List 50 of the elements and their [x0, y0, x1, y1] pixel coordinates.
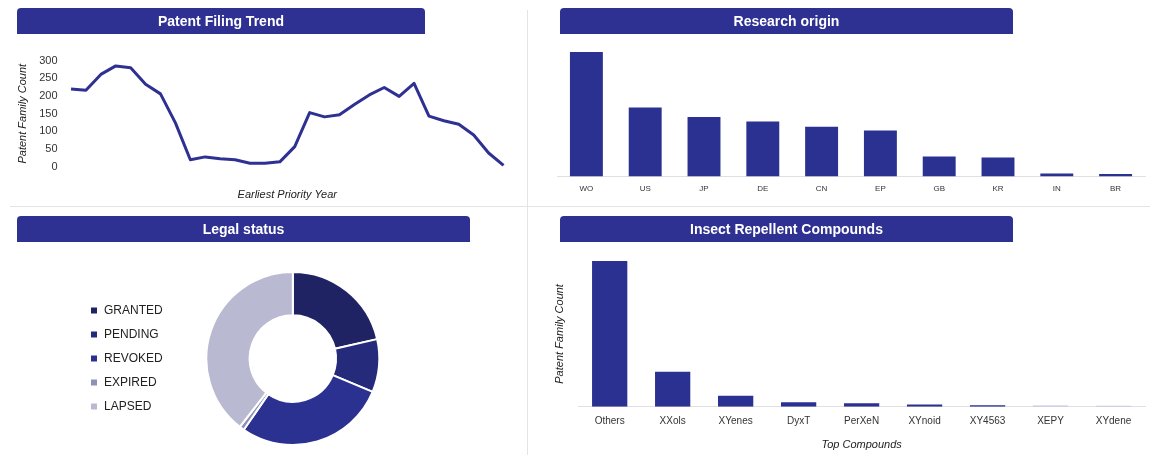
- x-tick-label: XYenes: [718, 414, 753, 426]
- x-tick-label: XEPY: [1037, 414, 1065, 426]
- bar: [569, 52, 603, 177]
- y-tick-label: 200: [39, 89, 58, 102]
- chart-title: Patent Filing Trend: [17, 8, 425, 34]
- x-tick-label: JP: [699, 184, 709, 194]
- y-axis-title: Patent Family Count: [15, 62, 28, 164]
- x-tick-label: XYdene: [1095, 414, 1132, 426]
- x-axis-title: Top Compounds: [821, 438, 903, 451]
- chart-title: Research origin: [560, 8, 1013, 34]
- legend-label: REVOKED: [104, 350, 164, 365]
- y-tick-label: 250: [39, 71, 58, 84]
- bar: [655, 371, 691, 407]
- bar: [718, 395, 754, 407]
- x-tick-label: WO: [579, 184, 594, 194]
- bar: [805, 126, 839, 177]
- legend-label: PENDING: [104, 326, 159, 341]
- x-tick-label: CN: [815, 184, 828, 194]
- x-tick-label: GB: [933, 184, 945, 194]
- x-tick-label: XYnoid: [908, 414, 941, 426]
- x-tick-label: XXols: [659, 414, 686, 426]
- bar: [592, 261, 628, 407]
- y-tick-label: 100: [39, 124, 58, 137]
- legend-label: GRANTED: [104, 302, 163, 317]
- y-tick-label: 300: [39, 53, 58, 66]
- x-tick-label: IN: [1052, 184, 1062, 194]
- chart-title: Legal status: [17, 216, 470, 242]
- x-tick-label: US: [639, 184, 651, 194]
- bar: [922, 156, 956, 177]
- bar: [981, 157, 1015, 177]
- x-tick-label: KR: [992, 184, 1004, 194]
- x-tick-label: BR: [1110, 184, 1122, 194]
- x-tick-label: EP: [875, 184, 886, 194]
- x-tick-label: Others: [594, 414, 625, 426]
- x-tick-label: PerXeN: [844, 414, 880, 426]
- y-tick-label: 150: [39, 106, 58, 119]
- x-tick-label: DE: [757, 184, 769, 194]
- y-tick-label: 50: [45, 142, 58, 155]
- x-axis-title: Earliest Priority Year: [237, 188, 339, 201]
- bar: [687, 117, 721, 177]
- bar: [628, 107, 662, 177]
- bar: [863, 130, 897, 177]
- chart-title: Insect Repellent Compounds: [560, 216, 1013, 242]
- legend-label: EXPIRED: [104, 374, 158, 389]
- x-tick-label: DyxT: [786, 414, 811, 426]
- bar: [746, 121, 780, 177]
- y-axis-title: Patent Family Count: [552, 283, 565, 384]
- legend-label: LAPSED: [104, 398, 152, 413]
- y-tick-label: 0: [51, 159, 58, 172]
- x-tick-label: XY4563: [969, 414, 1006, 426]
